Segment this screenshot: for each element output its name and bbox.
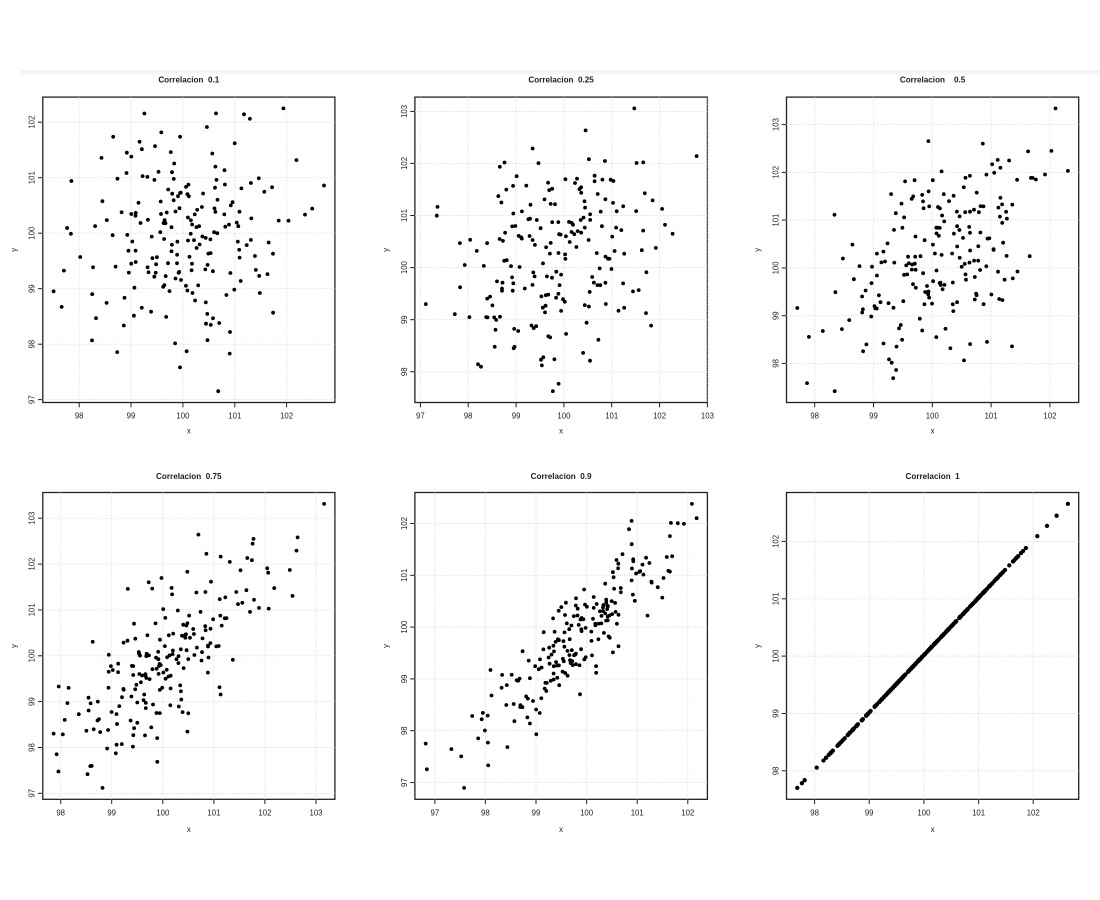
svg-text:100: 100: [557, 412, 571, 421]
svg-text:y: y: [9, 248, 18, 252]
svg-text:100: 100: [400, 620, 409, 634]
svg-text:103: 103: [771, 118, 780, 131]
svg-text:101: 101: [228, 412, 241, 421]
svg-text:100: 100: [28, 226, 37, 240]
svg-text:98: 98: [75, 412, 84, 421]
svg-text:100: 100: [400, 260, 409, 274]
svg-text:99: 99: [771, 311, 780, 320]
svg-text:Correlacion 1: Correlacion 1: [906, 472, 961, 481]
svg-text:102: 102: [653, 412, 666, 421]
svg-text:99: 99: [869, 412, 878, 421]
svg-text:99: 99: [532, 808, 541, 817]
svg-text:101: 101: [400, 209, 409, 222]
svg-text:103: 103: [701, 412, 714, 421]
svg-text:98: 98: [464, 412, 473, 421]
svg-text:101: 101: [972, 808, 985, 817]
svg-text:103: 103: [309, 808, 322, 817]
svg-text:101: 101: [985, 412, 998, 421]
svg-text:101: 101: [207, 808, 220, 817]
svg-text:101: 101: [631, 808, 644, 817]
svg-text:98: 98: [810, 808, 819, 817]
svg-text:x: x: [931, 426, 935, 435]
svg-text:x: x: [187, 825, 191, 834]
svg-text:y: y: [753, 248, 762, 252]
svg-text:Correlacion 0.1: Correlacion 0.1: [158, 76, 219, 85]
svg-text:100: 100: [926, 412, 940, 421]
svg-text:101: 101: [771, 592, 780, 605]
svg-text:99: 99: [127, 412, 136, 421]
svg-text:98: 98: [56, 808, 65, 817]
svg-text:102: 102: [400, 517, 409, 530]
svg-text:102: 102: [258, 808, 271, 817]
svg-text:102: 102: [1027, 808, 1040, 817]
svg-text:Correlacion 0.9: Correlacion 0.9: [531, 472, 592, 481]
svg-text:102: 102: [681, 808, 694, 817]
svg-text:102: 102: [771, 166, 780, 179]
svg-text:98: 98: [400, 726, 409, 735]
svg-text:101: 101: [28, 171, 37, 184]
svg-text:Correlacion 0.25: Correlacion 0.25: [528, 76, 594, 85]
svg-text:Correlacion 0.5: Correlacion 0.5: [900, 76, 966, 85]
svg-text:98: 98: [810, 412, 819, 421]
svg-text:102: 102: [1043, 412, 1056, 421]
svg-text:98: 98: [771, 766, 780, 775]
svg-text:103: 103: [28, 512, 37, 525]
svg-text:y: y: [381, 644, 390, 648]
svg-text:102: 102: [400, 157, 409, 170]
svg-text:100: 100: [176, 412, 190, 421]
svg-text:99: 99: [400, 315, 409, 324]
svg-text:100: 100: [771, 649, 780, 663]
svg-text:98: 98: [771, 359, 780, 368]
svg-text:99: 99: [107, 808, 116, 817]
svg-text:97: 97: [28, 395, 37, 404]
svg-text:Correlacion 0.75: Correlacion 0.75: [156, 472, 222, 481]
svg-text:99: 99: [28, 284, 37, 293]
svg-text:97: 97: [400, 778, 409, 787]
svg-text:y: y: [753, 644, 762, 648]
svg-text:101: 101: [28, 603, 37, 616]
svg-text:x: x: [187, 426, 191, 435]
svg-text:98: 98: [28, 743, 37, 752]
svg-text:x: x: [931, 825, 935, 834]
svg-text:102: 102: [28, 116, 37, 129]
svg-text:100: 100: [917, 808, 931, 817]
svg-text:98: 98: [400, 367, 409, 376]
svg-text:100: 100: [156, 808, 170, 817]
svg-text:97: 97: [28, 789, 37, 798]
svg-text:102: 102: [771, 535, 780, 548]
svg-text:x: x: [559, 825, 563, 834]
svg-text:102: 102: [28, 558, 37, 571]
svg-text:103: 103: [400, 105, 409, 118]
svg-text:100: 100: [580, 808, 594, 817]
svg-text:98: 98: [481, 808, 490, 817]
svg-text:99: 99: [771, 709, 780, 718]
svg-text:99: 99: [865, 808, 874, 817]
svg-text:102: 102: [280, 412, 293, 421]
svg-text:97: 97: [431, 808, 440, 817]
svg-text:101: 101: [400, 569, 409, 582]
svg-text:100: 100: [28, 649, 37, 663]
svg-text:101: 101: [605, 412, 618, 421]
svg-text:x: x: [559, 426, 563, 435]
svg-text:99: 99: [28, 697, 37, 706]
svg-text:100: 100: [771, 261, 780, 275]
svg-text:97: 97: [416, 412, 425, 421]
svg-text:99: 99: [512, 412, 521, 421]
svg-text:y: y: [381, 248, 390, 252]
svg-text:98: 98: [28, 340, 37, 349]
svg-text:99: 99: [400, 675, 409, 684]
svg-text:101: 101: [771, 214, 780, 227]
svg-text:y: y: [9, 644, 18, 648]
